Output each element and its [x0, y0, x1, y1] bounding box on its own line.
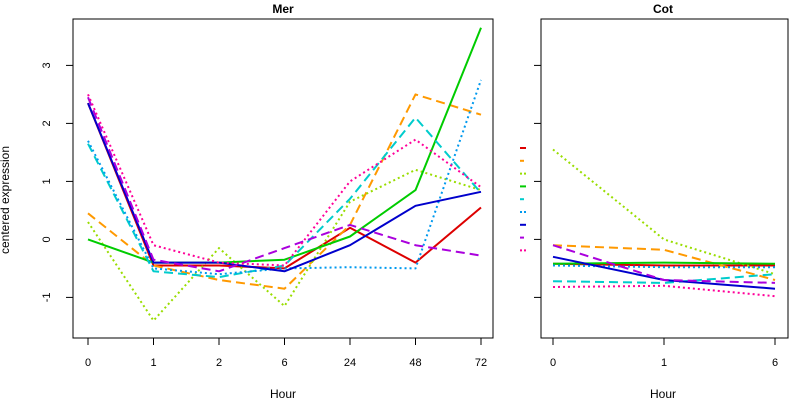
- plot-frame-cot: [540, 18, 789, 339]
- panel-cot: Cot Hour 0 1 6: [534, 2, 789, 400]
- x-axis-title-cot: Hour: [650, 387, 676, 400]
- x-tick-label: 1: [661, 357, 667, 369]
- series-cot: [552, 148, 776, 298]
- series-line-5: [87, 116, 482, 279]
- series-line-1: [87, 102, 482, 270]
- series-line-5: [552, 273, 776, 284]
- series-line-7: [552, 255, 776, 290]
- y-axis-title: centered expression: [0, 146, 12, 254]
- series-line-6: [87, 79, 482, 276]
- series-line-2: [87, 93, 482, 290]
- y-tick-label: 0: [41, 236, 53, 242]
- x-tick-label: 48: [409, 357, 421, 369]
- x-axis-title-mer: Hour: [270, 387, 296, 400]
- series-line-6: [552, 264, 775, 269]
- x-tick-label: 0: [85, 357, 91, 369]
- x-tick-label: 6: [772, 357, 778, 369]
- x-tick-label: 1: [150, 357, 156, 369]
- legend-key: [520, 147, 526, 252]
- series-line-4: [552, 261, 776, 265]
- y-tick-label: 2: [41, 120, 53, 126]
- x-tick-label: 72: [475, 357, 487, 369]
- panel-title-mer: Mer: [272, 2, 294, 16]
- y-tick-label: 1: [41, 178, 53, 184]
- panel-title-cot: Cot: [653, 2, 673, 16]
- series-line-9: [87, 94, 482, 267]
- x-tick-label: 6: [281, 357, 287, 369]
- series-line-8: [87, 96, 482, 273]
- x-tick-label: 0: [550, 357, 556, 369]
- series-line-8: [552, 244, 776, 284]
- y-tick-label: -1: [41, 293, 53, 303]
- series-line-9: [552, 284, 776, 298]
- series-line-2: [552, 244, 776, 281]
- series-line-7: [87, 102, 482, 273]
- plot-frame-mer: [72, 18, 494, 339]
- x-tick-label: 2: [216, 357, 222, 369]
- y-tick-label: 3: [41, 62, 53, 68]
- series-mer: [87, 27, 482, 322]
- x-tick-label: 24: [344, 357, 356, 369]
- panel-mer: Mer centered expression Hour 0 1 2 6 24 48 72 -…: [0, 2, 494, 400]
- axes-mer: 0 1 2 6 24 48 72 -1 0 1 2 3: [41, 62, 487, 369]
- axes-cot: 0 1 6: [534, 64, 778, 369]
